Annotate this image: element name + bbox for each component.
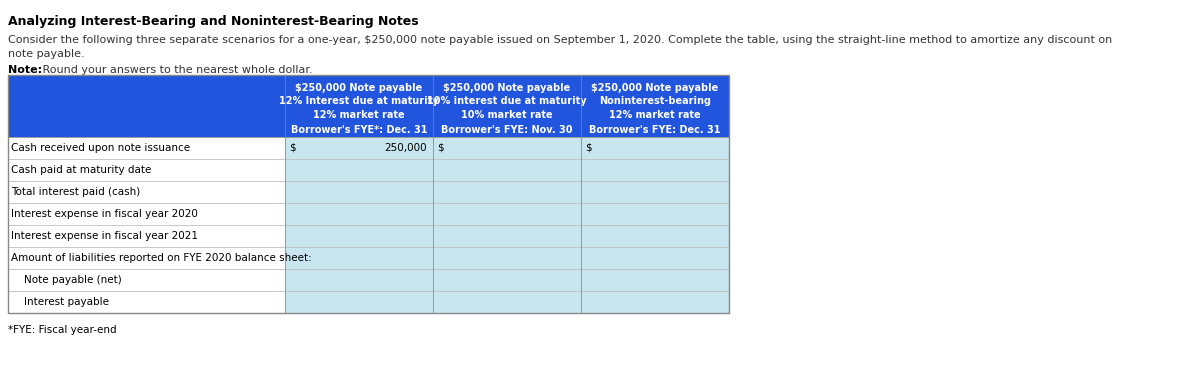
Bar (433, 181, 581, 203)
Bar (8, 75, 730, 137)
Text: $250,000 Note payable: $250,000 Note payable (443, 83, 571, 93)
Text: Interest expense in fiscal year 2020: Interest expense in fiscal year 2020 (11, 209, 198, 219)
Text: Consider the following three separate scenarios for a one-year, $250,000 note pa: Consider the following three separate sc… (8, 35, 1112, 45)
Text: Round your answers to the nearest whole dollar.: Round your answers to the nearest whole … (38, 65, 313, 75)
Bar (8, 159, 286, 181)
Bar (433, 291, 581, 313)
Bar (581, 159, 730, 181)
Bar (433, 203, 581, 225)
Text: 250,000: 250,000 (384, 143, 427, 153)
Text: $250,000 Note payable: $250,000 Note payable (592, 83, 719, 93)
Text: $: $ (289, 143, 295, 153)
Bar (286, 225, 433, 247)
Text: 10% market rate: 10% market rate (461, 110, 553, 120)
Bar (433, 247, 581, 269)
Text: Amount of liabilities reported on FYE 2020 balance sheet:: Amount of liabilities reported on FYE 20… (11, 253, 312, 263)
Bar (286, 291, 433, 313)
Bar (581, 269, 730, 291)
Bar (8, 75, 730, 313)
Bar (581, 291, 730, 313)
Text: Analyzing Interest-Bearing and Noninterest-Bearing Notes: Analyzing Interest-Bearing and Nonintere… (8, 15, 419, 28)
Bar (433, 269, 581, 291)
Text: Borrower's FYE: Dec. 31: Borrower's FYE: Dec. 31 (589, 125, 721, 135)
Bar (433, 225, 581, 247)
Text: Interest payable: Interest payable (24, 297, 109, 307)
Text: Interest expense in fiscal year 2021: Interest expense in fiscal year 2021 (11, 231, 198, 241)
Text: $250,000 Note payable: $250,000 Note payable (295, 83, 422, 93)
Bar (581, 203, 730, 225)
Bar (8, 137, 286, 159)
Bar (286, 181, 433, 203)
Bar (8, 247, 286, 269)
Bar (8, 269, 286, 291)
Text: note payable.: note payable. (8, 49, 85, 59)
Text: 12% market rate: 12% market rate (610, 110, 701, 120)
Text: 12% market rate: 12% market rate (313, 110, 404, 120)
Bar (286, 159, 433, 181)
Bar (286, 269, 433, 291)
Text: *FYE: Fiscal year-end: *FYE: Fiscal year-end (8, 325, 116, 335)
Bar (581, 247, 730, 269)
Text: Cash received upon note issuance: Cash received upon note issuance (11, 143, 190, 153)
Bar (581, 225, 730, 247)
Bar (8, 203, 286, 225)
Bar (286, 137, 433, 159)
Bar (286, 203, 433, 225)
Text: $: $ (437, 143, 444, 153)
Text: Note payable (net): Note payable (net) (24, 275, 121, 285)
Text: $: $ (586, 143, 592, 153)
Text: 12% Interest due at maturity: 12% Interest due at maturity (280, 96, 439, 106)
Text: Note:: Note: (8, 65, 42, 75)
Text: 10% interest due at maturity: 10% interest due at maturity (427, 96, 587, 106)
Text: Noninterest-bearing: Noninterest-bearing (599, 96, 710, 106)
Text: Total interest paid (cash): Total interest paid (cash) (11, 187, 140, 197)
Bar (581, 181, 730, 203)
Bar (8, 291, 286, 313)
Bar (581, 137, 730, 159)
Bar (286, 247, 433, 269)
Bar (8, 181, 286, 203)
Bar (433, 137, 581, 159)
Bar (433, 159, 581, 181)
Text: Borrower's FYE: Nov. 30: Borrower's FYE: Nov. 30 (442, 125, 572, 135)
Text: Cash paid at maturity date: Cash paid at maturity date (11, 165, 151, 175)
Bar (8, 225, 286, 247)
Text: Borrower's FYE*: Dec. 31: Borrower's FYE*: Dec. 31 (290, 125, 427, 135)
